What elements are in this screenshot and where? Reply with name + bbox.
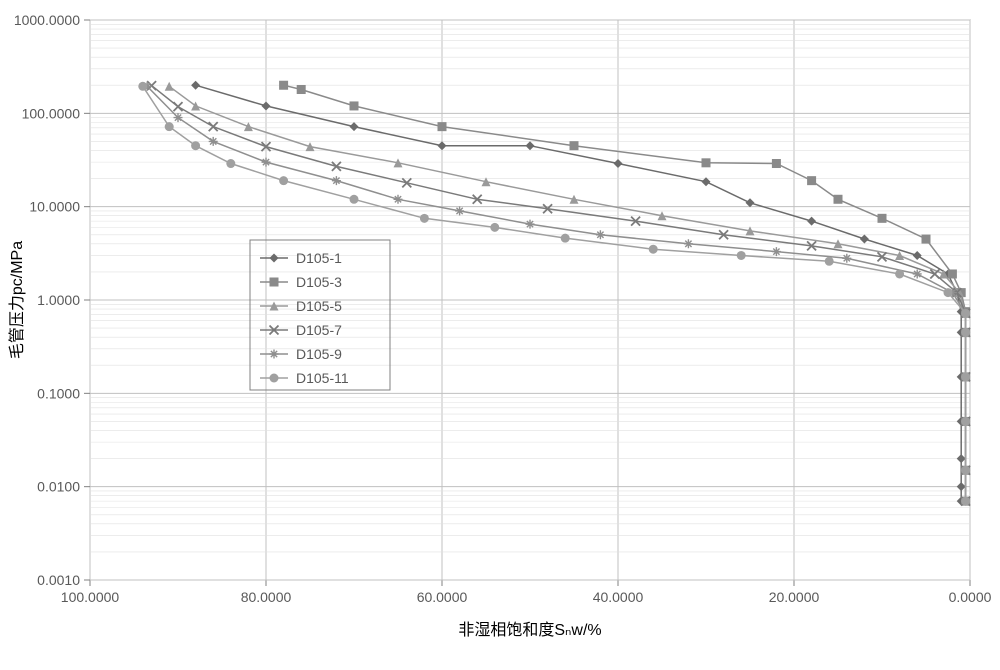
x-axis-title: 非湿相饱和度Sₙw/% <box>458 621 601 639</box>
legend-label: D105-1 <box>296 250 342 266</box>
y-tick-label: 1.0000 <box>37 292 80 308</box>
y-tick-label: 0.0100 <box>37 479 80 495</box>
legend-label: D105-11 <box>296 370 349 386</box>
y-tick-label: 0.0010 <box>37 572 80 588</box>
legend-label: D105-9 <box>296 346 342 362</box>
y-tick-label: 0.1000 <box>37 385 80 401</box>
x-tick-label: 60.0000 <box>417 589 468 605</box>
x-tick-label: 100.0000 <box>61 589 120 605</box>
legend-label: D105-7 <box>296 322 342 338</box>
chart-container: 100.0000 80.0000 60.0000 40.0000 20.0000 0.00… <box>0 0 1000 670</box>
y-tick-label: 100.0000 <box>22 105 81 121</box>
legend-label: D105-3 <box>296 274 342 290</box>
chart-svg: 100.0000 80.0000 60.0000 40.0000 20.0000 0.00… <box>0 0 1000 670</box>
legend-label: D105-5 <box>296 298 342 314</box>
y-tick-label: 10.0000 <box>29 199 80 215</box>
y-axis-title: 毛管压力pc/MPa <box>8 241 26 359</box>
x-tick-label: 0.0000 <box>949 589 992 605</box>
x-tick-label: 80.0000 <box>241 589 292 605</box>
legend: D105-1 D105-3 D105-5 D105-7 D105-9 D105-11 <box>250 240 390 390</box>
x-tick-label: 40.0000 <box>593 589 644 605</box>
y-tick-label: 1000.0000 <box>14 12 80 28</box>
x-tick-label: 20.0000 <box>769 589 820 605</box>
